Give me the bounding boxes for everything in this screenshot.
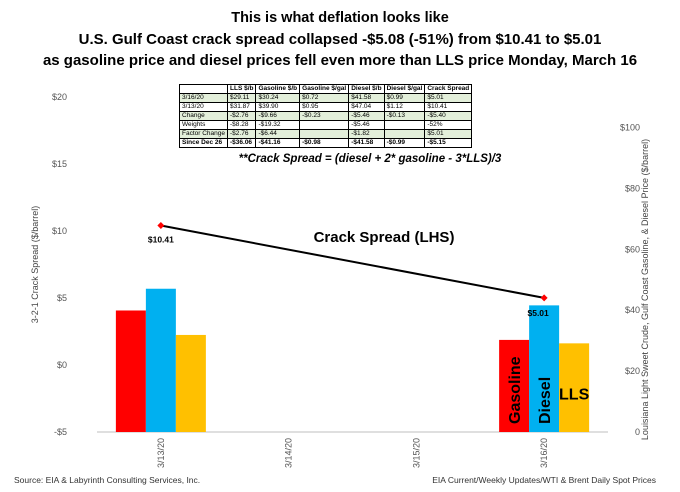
- table-header: LLS $/b: [226, 84, 257, 94]
- table-cell: -$0.99: [383, 138, 426, 148]
- table-cell: -$19.32: [255, 120, 301, 130]
- table-cell: -$0.98: [299, 138, 350, 148]
- chart-title-line-1: This is what deflation looks like: [231, 10, 449, 26]
- bar-gasoline: [115, 310, 146, 432]
- table-cell: 3/13/20: [179, 102, 228, 112]
- table-cell: $5.01: [424, 129, 473, 139]
- x-tick-label: 3/16/20: [539, 438, 549, 468]
- table-cell: -$0.23: [299, 111, 350, 121]
- left-tick-label: $15: [52, 159, 67, 169]
- x-tick-label: 3/14/20: [284, 438, 294, 468]
- table-row: Factor Change -$2.76 -$6.44 -$1.82 $5.01: [179, 129, 473, 139]
- table-cell: -$5.40: [424, 111, 473, 121]
- chart-title-line-2: U.S. Gulf Coast crack spread collapsed -…: [78, 31, 602, 48]
- crack-spread-point: [157, 222, 165, 230]
- table-cell: -$2.76: [226, 129, 257, 139]
- bar-label-lls: LLS: [559, 386, 590, 403]
- table-cell: $1.12: [383, 102, 426, 112]
- bar-diesel: [529, 305, 560, 432]
- table-cell: Factor Change: [179, 129, 228, 139]
- source-note: Source: EIA & Labyrinth Consulting Servi…: [14, 475, 201, 485]
- table-cell: -$5.15: [424, 138, 473, 148]
- left-tick-label: $10: [52, 226, 67, 236]
- bar-label-diesel: Diesel: [537, 377, 554, 424]
- left-tick-label: -$5: [54, 427, 67, 437]
- crack-spread-line: [160, 224, 545, 299]
- table-cell: -$5.46: [348, 120, 385, 130]
- chart-title-line-3: as gasoline price and diesel prices fell…: [42, 52, 638, 69]
- table-header: Diesel $/gal: [383, 84, 426, 94]
- line-series-label: Crack Spread (LHS): [314, 229, 455, 246]
- table-header: Diesel $/b: [348, 84, 385, 94]
- right-axis-label: Louisiana Light Sweet Crude, Gulf Coast …: [640, 139, 650, 440]
- right-tick-label: $40: [625, 305, 640, 315]
- data-source-note: EIA Current/Weekly Updates/WTI & Brent D…: [432, 475, 656, 485]
- data-label: $5.01: [527, 308, 549, 318]
- table-cell: -52%: [424, 120, 473, 130]
- table-cell: -$1.82: [348, 129, 385, 139]
- table-cell: [383, 120, 426, 130]
- left-tick-label: $20: [52, 92, 67, 102]
- table-row: Change -$2.76 -$9.66 -$0.23 -$5.46 -$0.1…: [179, 111, 473, 121]
- table-cell: $47.04: [348, 102, 385, 112]
- table-cell: -$5.46: [348, 111, 385, 121]
- right-tick-label: 0: [635, 427, 640, 437]
- table-cell: $0.99: [383, 93, 426, 103]
- right-tick-label: $20: [625, 366, 640, 376]
- bar-label-gasoline: Gasoline: [507, 356, 524, 424]
- bar-lls: [175, 334, 206, 432]
- table-header: Gasoline $/gal: [299, 84, 350, 94]
- price-table: LLS $/b Gasoline $/b Gasoline $/gal Dies…: [179, 84, 473, 148]
- table-cell: $41.58: [348, 93, 385, 103]
- left-axis-label: 3-2-1 Crack Spread ($/barrel): [30, 206, 40, 324]
- crack-spread-point: [540, 294, 548, 302]
- table-row: 3/13/20 $31.87 $39.90 $0.95 $47.04 $1.12…: [179, 102, 473, 112]
- table-cell: $29.11: [226, 93, 257, 103]
- left-tick-label: $5: [57, 293, 67, 303]
- table-cell: $39.90: [255, 102, 301, 112]
- x-tick-label: 3/13/20: [156, 438, 166, 468]
- left-tick-label: $0: [57, 360, 67, 370]
- table-cell: $5.01: [424, 93, 473, 103]
- table-cell: -$41.58: [348, 138, 385, 148]
- table-cell: 3/16/20: [179, 93, 228, 103]
- table-cell: [383, 129, 426, 139]
- table-cell: $30.24: [255, 93, 301, 103]
- x-tick-label: 3/15/20: [411, 438, 421, 468]
- data-label: $10.41: [148, 235, 174, 245]
- table-cell: -$36.06: [226, 138, 257, 148]
- right-tick-label: $100: [620, 122, 640, 132]
- table-cell: -$6.44: [255, 129, 301, 139]
- table-cell: $0.72: [299, 93, 350, 103]
- bar-diesel: [145, 288, 176, 432]
- table-cell: -$8.28: [226, 120, 257, 130]
- table-cell: -$9.66: [255, 111, 301, 121]
- table-cell: $31.87: [226, 102, 257, 112]
- right-tick-label: $60: [625, 244, 640, 254]
- table-cell: -$0.13: [383, 111, 426, 121]
- table-header: Gasoline $/b: [255, 84, 301, 94]
- table-cell: Since Dec 26: [179, 138, 228, 148]
- table-cell: $10.41: [424, 102, 473, 112]
- table-row: 3/16/20 $29.11 $30.24 $0.72 $41.58 $0.99…: [179, 93, 473, 103]
- table-header: [179, 84, 228, 94]
- formula-text: **Crack Spread = (diesel + 2* gasoline -…: [238, 153, 502, 165]
- table-cell: -$2.76: [226, 111, 257, 121]
- table-cell: [299, 129, 350, 139]
- table-cell: -$41.16: [255, 138, 301, 148]
- table-cell: Change: [179, 111, 228, 121]
- table-cell: Weights: [179, 120, 228, 130]
- bar-lls: [559, 343, 590, 432]
- table-cell: [299, 120, 350, 130]
- table-cell: $0.95: [299, 102, 350, 112]
- bar-gasoline: [499, 339, 530, 432]
- table-row: Weights -$8.28 -$19.32 -$5.46 -52%: [179, 120, 473, 130]
- right-tick-label: $80: [625, 183, 640, 193]
- table-header: Crack Spread: [424, 84, 473, 94]
- table-row: Since Dec 26 -$36.06 -$41.16 -$0.98 -$41…: [179, 138, 473, 148]
